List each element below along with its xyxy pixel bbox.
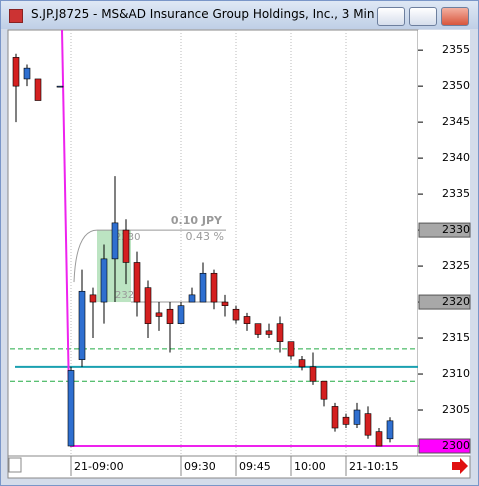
price-label-box	[418, 294, 471, 310]
price-axis	[418, 30, 470, 456]
candle-body	[221, 301, 229, 306]
candle-body	[34, 78, 42, 101]
candle-body	[67, 370, 75, 447]
candle-body	[287, 341, 295, 357]
candle-body	[155, 312, 163, 317]
y-tick-label: 2340	[442, 151, 470, 164]
measure-from: 2320	[115, 290, 140, 301]
x-tick-label: 10:00	[294, 460, 326, 473]
y-tick-label: 2315	[442, 331, 470, 344]
maximize-button[interactable]	[409, 7, 437, 26]
candle-body	[309, 366, 317, 382]
corner-button[interactable]	[8, 457, 22, 473]
candle-body	[298, 359, 306, 368]
candle-body	[331, 406, 339, 429]
candle-body	[56, 85, 64, 88]
measure-label: 0.10 JPY	[171, 214, 223, 227]
x-tick-label: 09:30	[184, 460, 216, 473]
candle-body	[122, 229, 130, 263]
y-tick-label: 2350	[442, 79, 470, 92]
measure-pct: 0.43 %	[186, 230, 224, 243]
candle-body	[111, 222, 119, 260]
title-bar: S.JP.J8725 - MS&AD Insurance Group Holdi…	[1, 1, 478, 29]
candle-body	[199, 272, 207, 303]
candle-body	[23, 67, 31, 80]
candle-body	[276, 323, 284, 342]
candle-body	[342, 416, 350, 425]
candle-body	[166, 308, 174, 324]
price-label-box	[418, 222, 471, 238]
price-label: 2330	[442, 223, 470, 236]
minimize-button[interactable]	[377, 7, 405, 26]
candle-body	[375, 431, 383, 447]
y-tick-label: 2310	[442, 367, 470, 380]
time-axis	[7, 455, 471, 479]
y-tick-label: 2355	[442, 43, 470, 56]
candle-body	[254, 323, 262, 335]
app-icon	[9, 9, 23, 23]
y-tick-label: 2325	[442, 259, 470, 272]
candle-body	[188, 294, 196, 303]
window-title: S.JP.J8725 - MS&AD Insurance Group Holdi…	[31, 7, 375, 21]
x-tick-label: 21-09:00	[74, 460, 124, 473]
candle-body	[78, 290, 86, 360]
y-tick-label: 2335	[442, 187, 470, 200]
candle-body	[100, 258, 108, 303]
candle-body	[364, 413, 372, 436]
price-label: 2320	[442, 295, 470, 308]
candle-body	[265, 330, 273, 335]
candle-body	[133, 262, 141, 303]
scroll-arrow[interactable]	[452, 458, 468, 474]
candle-body	[320, 380, 328, 400]
x-tick-label: 21-10:15	[349, 460, 399, 473]
candle-body	[386, 420, 394, 440]
candle-body	[89, 294, 97, 303]
candle-body	[12, 57, 20, 87]
candle-body	[243, 316, 251, 324]
y-tick-label: 2305	[442, 403, 470, 416]
candle-body	[232, 308, 240, 321]
price-label: 2300	[442, 439, 470, 452]
candle-body	[177, 305, 185, 324]
candle-body	[144, 287, 152, 324]
candle-body	[353, 409, 361, 425]
x-tick-label: 09:45	[239, 460, 271, 473]
close-button[interactable]	[441, 7, 469, 26]
y-tick-label: 2345	[442, 115, 470, 128]
price-label-box	[418, 438, 471, 454]
candle-body	[210, 272, 218, 303]
